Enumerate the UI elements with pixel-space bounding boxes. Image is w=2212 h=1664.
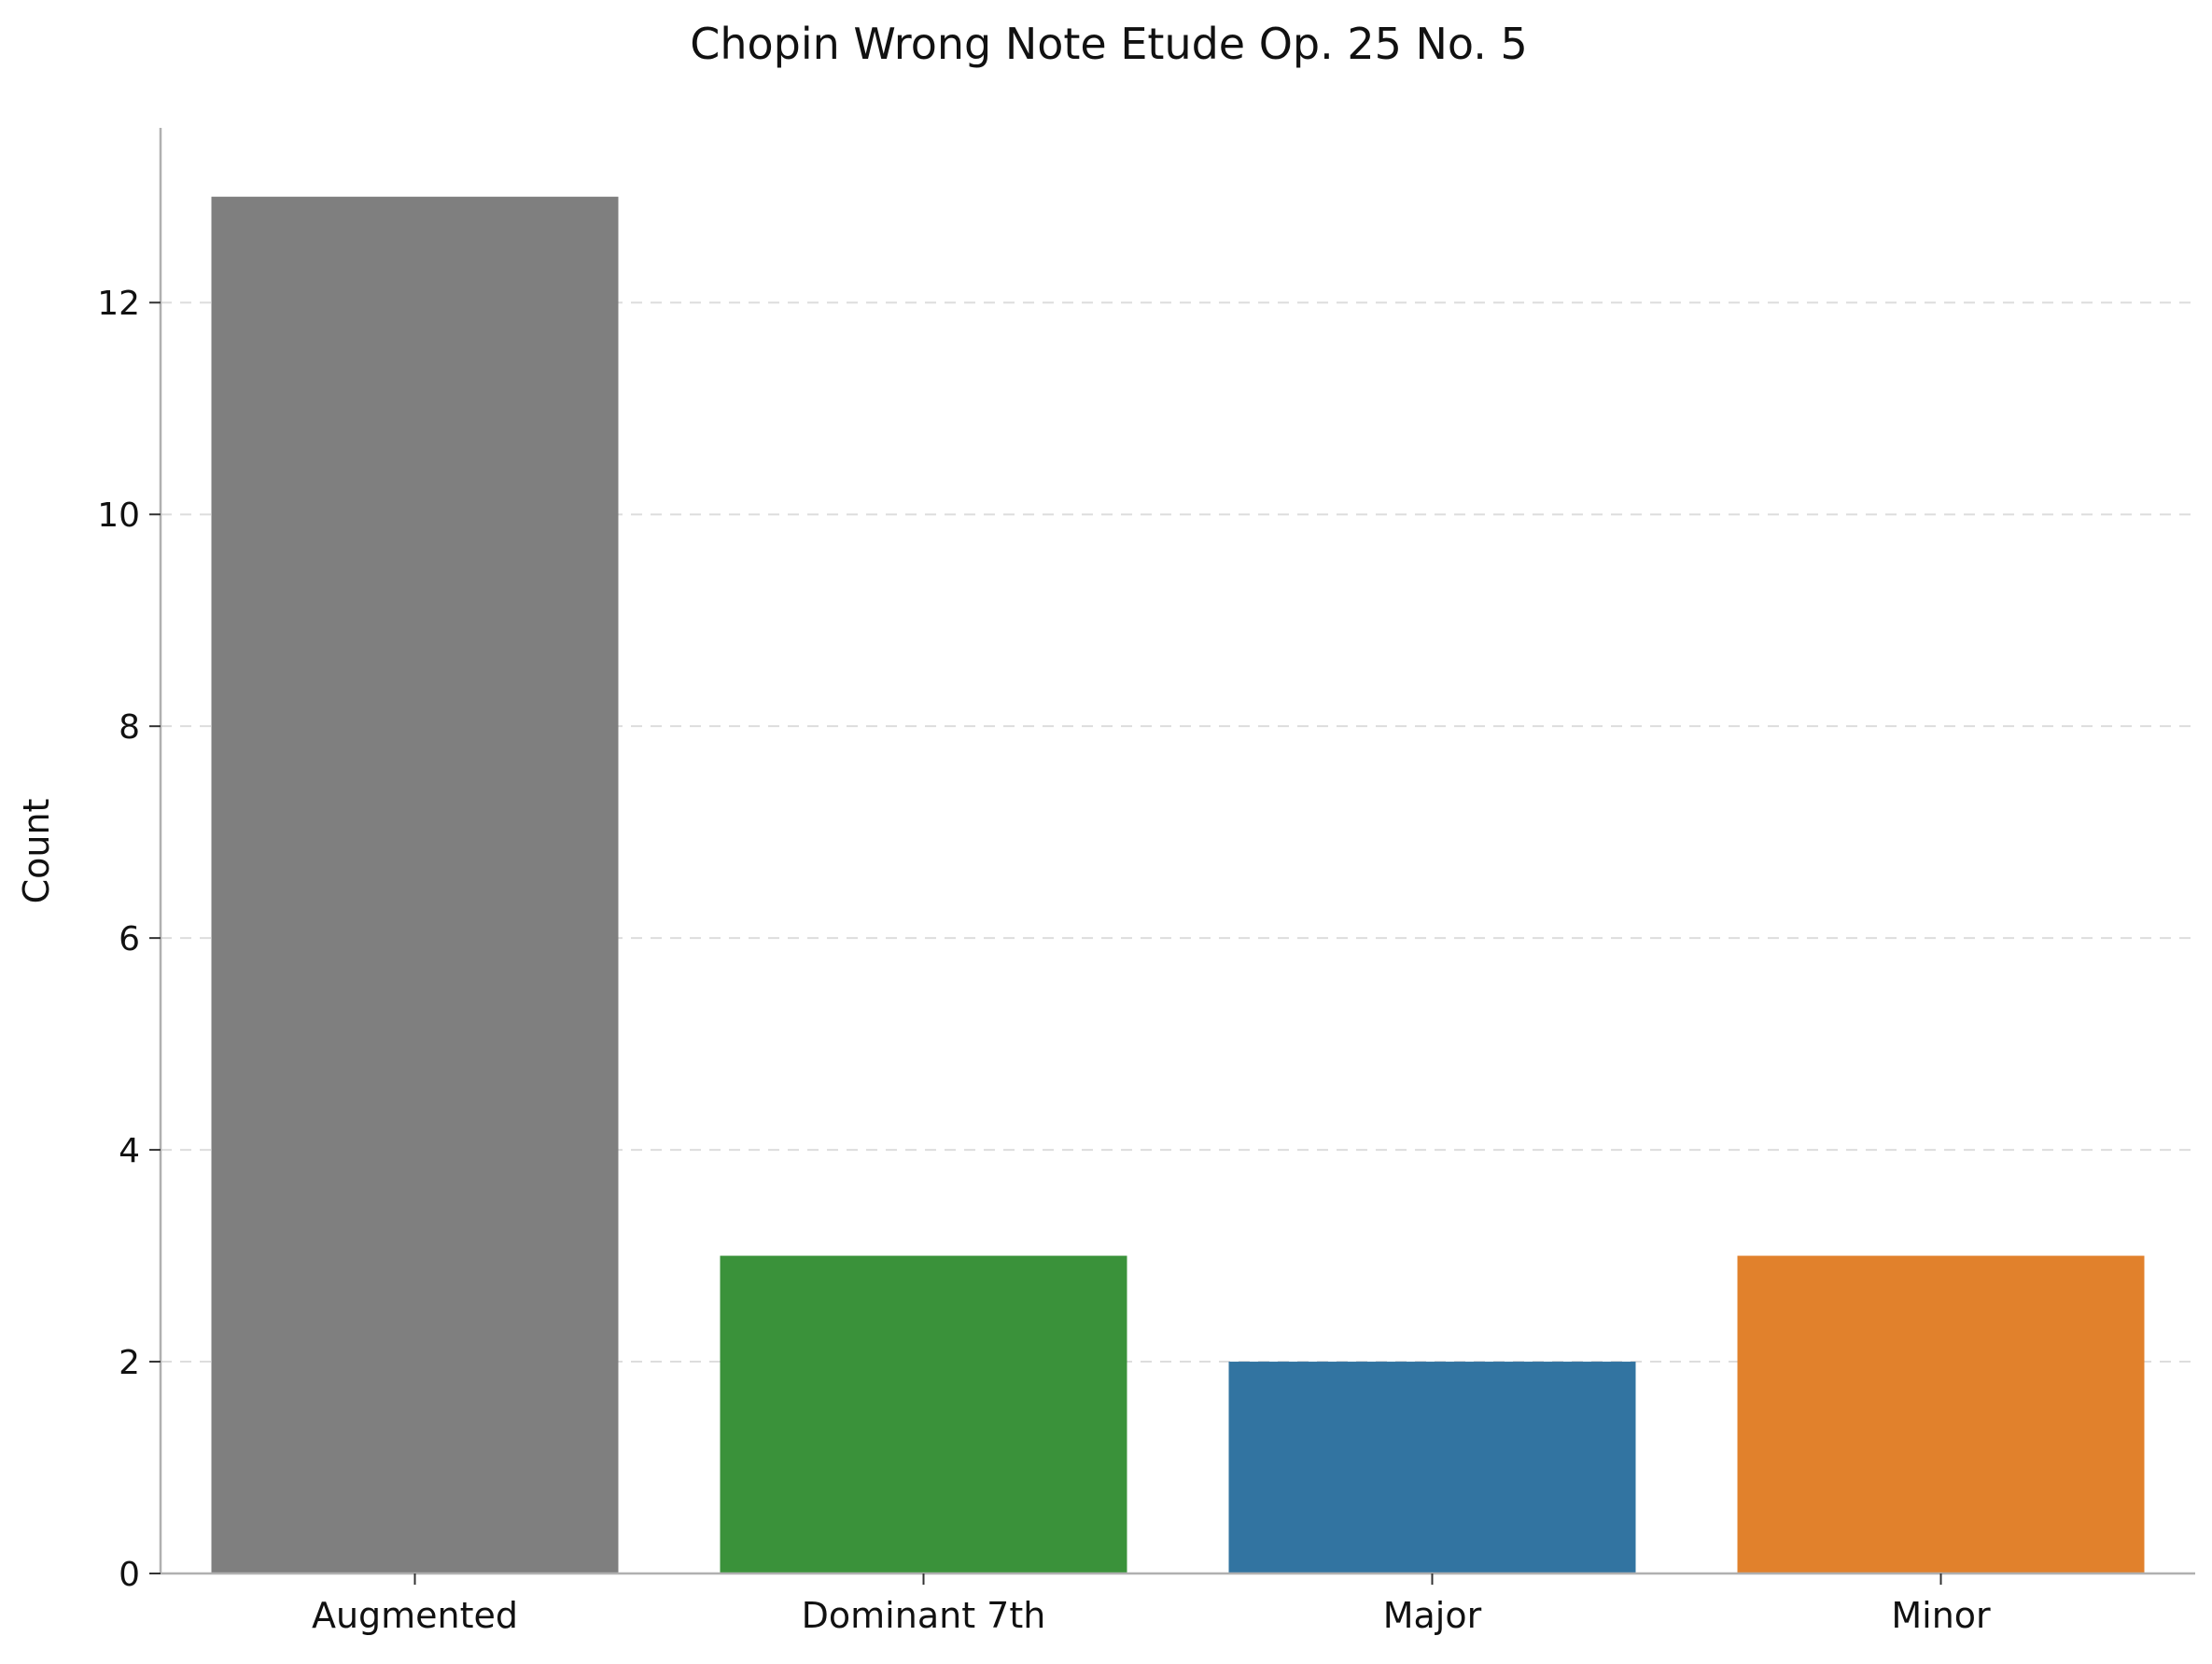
axes <box>159 128 2195 1575</box>
chart-title: Chopin Wrong Note Etude Op. 25 No. 5 <box>690 19 1528 69</box>
x-ticks: Augmented Dominant 7th Major Minor <box>312 1573 1991 1636</box>
y-ticks: 0 2 4 6 8 10 12 <box>97 285 161 1594</box>
x-tick-label: Augmented <box>312 1595 518 1636</box>
y-tick-label: 12 <box>97 285 140 323</box>
y-tick-label: 2 <box>119 1344 140 1382</box>
y-tick-label: 10 <box>97 496 140 535</box>
x-tick-label: Minor <box>1891 1595 1991 1636</box>
bar <box>1228 1362 1636 1573</box>
x-tick-label: Major <box>1383 1595 1482 1636</box>
x-tick-label: Dominant 7th <box>802 1595 1046 1636</box>
y-tick-label: 6 <box>119 920 140 958</box>
bar <box>211 196 619 1573</box>
bar <box>1737 1255 2145 1573</box>
y-tick-label: 0 <box>119 1556 140 1594</box>
y-axis-label: Count <box>16 799 57 904</box>
y-tick-label: 4 <box>119 1132 140 1170</box>
bar <box>720 1255 1127 1573</box>
bars <box>211 196 2145 1573</box>
y-tick-label: 8 <box>119 708 140 747</box>
